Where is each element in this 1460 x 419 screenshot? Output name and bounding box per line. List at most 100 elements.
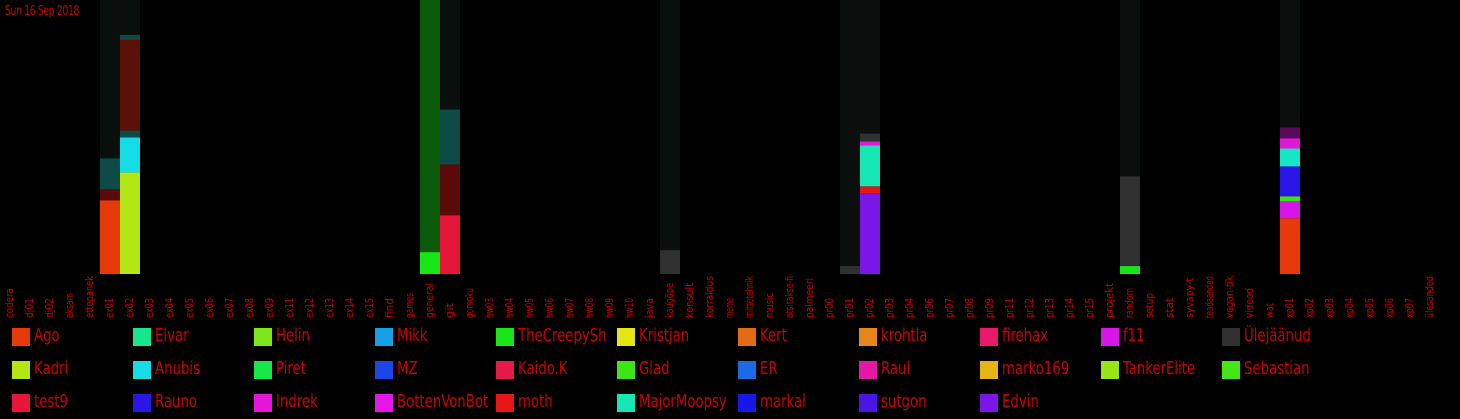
legend-label: ER — [760, 358, 778, 379]
tick-label-gomoku: gomoku — [463, 288, 476, 318]
legend-item: Kristjan — [617, 325, 735, 347]
legend-swatch — [617, 328, 635, 346]
tick-label-find: find — [383, 298, 396, 318]
legend-item: TheCreepySh — [496, 325, 614, 347]
tick-label-ex15: ex15 — [363, 298, 376, 318]
tick-label-games: games — [403, 293, 416, 318]
tick-label-xp03: xp03 — [1323, 298, 1336, 318]
bar-segment-git-MajorMoopsy — [440, 109, 460, 165]
tick-label-vegan-tik: vegan-tik — [1223, 275, 1236, 318]
tick-label-pr14: pr14 — [1063, 298, 1076, 318]
bar-segment-ex01-Ago — [100, 200, 120, 274]
bar-segment-xp01-BottenVonBot — [1280, 201, 1300, 219]
tick-label-pr03: pr03 — [883, 298, 896, 318]
tick-label-xp01: xp01 — [1283, 298, 1296, 318]
bar-segment-xp01-MajorMoopsy — [1280, 148, 1300, 167]
tick-label-dj02: dj02 — [43, 298, 56, 318]
channel-activity-chart: codera dj01 dj02 eksam ettepanek ex01 ex02 ex03… — [3, 0, 1436, 319]
legend-item: Glad — [617, 358, 735, 380]
legend-swatch — [12, 328, 30, 346]
legend-item: Ago — [12, 325, 130, 347]
legend-item: MZ — [375, 358, 493, 380]
legend-label: Piret — [276, 358, 306, 379]
bar-segment-ex02-Elvar — [120, 34, 140, 40]
legend-swatch — [859, 394, 877, 412]
legend-item: Anubis — [133, 358, 251, 380]
bar-segment-ex02-Kadri — [120, 172, 140, 274]
bar-segment-xp01-Ago — [1280, 218, 1300, 274]
tick-label-ex07: ex07 — [223, 298, 236, 318]
legend-swatch — [617, 361, 635, 379]
legend-item: moth — [496, 391, 614, 413]
legend-swatch — [859, 361, 877, 379]
tick-label-hw07: hw07 — [563, 298, 576, 318]
legend-swatch — [254, 361, 272, 379]
legend-item: firehax — [980, 325, 1098, 347]
legend-label: f11 — [1123, 325, 1145, 346]
legend-swatch — [1222, 328, 1240, 346]
legend-swatch — [859, 328, 877, 346]
tick-label-korraldus: korraldus — [703, 276, 716, 318]
legend-swatch — [375, 361, 393, 379]
tick-label-dj01: dj01 — [23, 298, 36, 318]
legend-swatch — [133, 328, 151, 346]
bar-segment-kaugõpe-Ülejäänud — [660, 250, 680, 274]
legend-item: Indrek — [254, 391, 372, 413]
legend-item: Helin — [254, 325, 372, 347]
bar-segment-ex02-MajorMoopsy — [120, 130, 140, 138]
legend-label: Kert — [760, 325, 787, 346]
tick-label-projekt: projekt — [1103, 282, 1116, 318]
tick-label-pr01: pr01 — [843, 298, 856, 318]
tick-label-hw04: hw04 — [503, 298, 516, 318]
bar-segment-ex02-Anubis — [120, 137, 140, 173]
tick-label-xp05: xp05 — [1363, 298, 1376, 318]
legend-swatch — [375, 394, 393, 412]
legend-item: krohtla — [859, 325, 977, 347]
tick-label-ex01: ex01 — [103, 298, 116, 318]
bar-background-kaugõpe — [660, 0, 680, 274]
tick-label-general: general — [423, 283, 436, 318]
legend-label: Kristjan — [639, 325, 690, 346]
tick-label-pr07: pr07 — [943, 298, 956, 318]
tick-label-palmeeri: palmeeri — [803, 278, 816, 318]
bar-segment-ex01-MajorMoopsy — [100, 158, 120, 190]
legend-item: Ülejäänud — [1222, 325, 1342, 347]
legend-item: Mikk — [375, 325, 493, 347]
legend-swatch — [496, 361, 514, 379]
legend-item: Kaido.K — [496, 358, 614, 380]
legend-item: markal — [738, 391, 856, 413]
tick-label-mittetehnik: mittetehnik — [743, 276, 756, 318]
legend-swatch — [254, 394, 272, 412]
legend-swatch — [1101, 361, 1119, 379]
legend-swatch — [133, 394, 151, 412]
tick-label-pr02: pr02 — [863, 298, 876, 318]
bar-segment-pr02-Indrek — [860, 141, 880, 146]
tick-label-codera: codera — [3, 288, 16, 318]
tick-label-hw10: hw10 — [623, 298, 636, 318]
legend-item: Rauno — [133, 391, 251, 413]
tick-label-ex13: ex13 — [323, 298, 336, 318]
legend-label: moth — [518, 391, 553, 412]
tick-label-ex03: ex03 — [143, 298, 156, 318]
tick-label-ülesanded: ülesanded — [1423, 276, 1436, 318]
tick-label-java: java — [643, 298, 656, 319]
tick-label-pr12: pr12 — [1023, 298, 1036, 318]
legend-label: TankerElite — [1123, 358, 1196, 379]
tick-label-pr13: pr13 — [1043, 298, 1056, 318]
tick-label-setup: setup — [1143, 293, 1156, 318]
legend-label: markal — [760, 391, 806, 412]
legend-item: marko169 — [980, 358, 1098, 380]
legend-label: MZ — [397, 358, 418, 379]
legend-label: Ülejäänud — [1244, 325, 1311, 346]
legend-item: test9 — [12, 391, 130, 413]
stacked-bars — [100, 0, 1300, 274]
tick-label-pr15: pr15 — [1083, 298, 1096, 318]
bar-segment-git-moth — [440, 164, 460, 216]
legend-swatch — [12, 394, 30, 412]
tick-label-ettepanek: ettepanek — [83, 276, 96, 318]
legend-item: Elvar — [133, 325, 251, 347]
bar-segment-ex02-moth — [120, 39, 140, 131]
tick-label-xp06: xp06 — [1383, 298, 1396, 318]
bar-segment-pr02-MajorMoopsy — [860, 145, 880, 187]
x-axis-tick-labels: codera dj01 dj02 eksam ettepanek ex01 ex02 ex03… — [3, 275, 1436, 318]
